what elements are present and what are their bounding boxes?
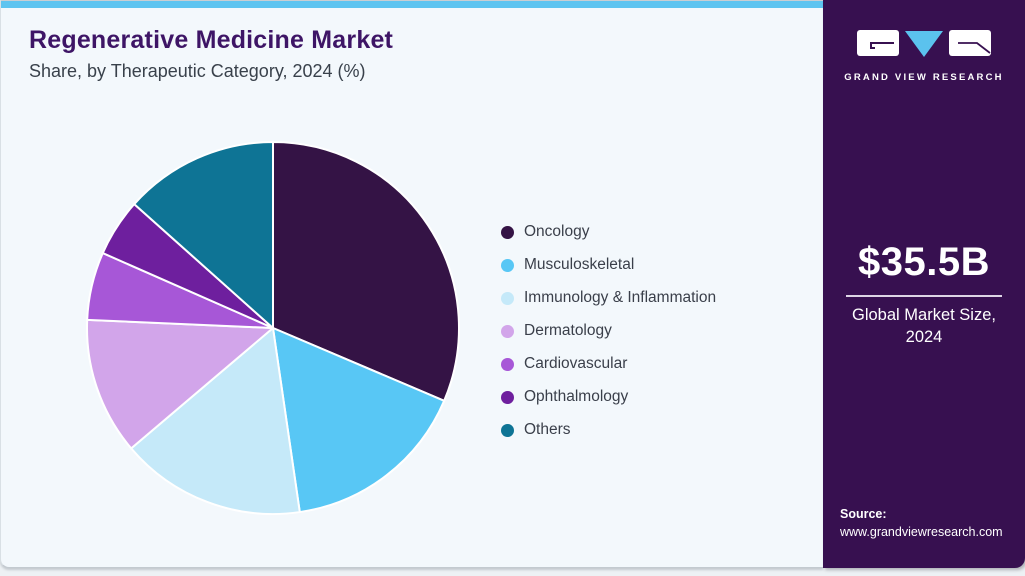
legend-dot-icon (501, 423, 514, 437)
infographic-card: Regenerative Medicine Market Share, by T… (0, 0, 824, 568)
logo-r-icon (949, 30, 991, 61)
market-size-caption: Global Market Size, 2024 (852, 306, 996, 346)
page-subtitle: Share, by Therapeutic Category, 2024 (%) (29, 61, 366, 81)
legend-label: Oncology (524, 223, 590, 240)
legend-item-oncology: Oncology (501, 221, 716, 243)
legend-label: Ophthalmology (524, 388, 629, 405)
legend-item-dermatology: Dermatology (501, 320, 716, 342)
legend-dot-icon (501, 225, 514, 239)
pie-slice-others (133, 141, 274, 329)
market-size-block: $35.5B Global Market Size, 2024 (823, 240, 1025, 349)
legend-dot-icon (501, 291, 514, 305)
legend-label: Cardiovascular (524, 355, 628, 372)
logo-v-triangle-icon (904, 30, 944, 63)
page-title: Regenerative Medicine Market (29, 26, 394, 54)
logo-icon-row (823, 30, 1025, 63)
header: Regenerative Medicine Market Share, by T… (29, 26, 393, 82)
pie-slice-immunology-inflammation (130, 327, 301, 515)
top-accent-bar (1, 0, 824, 8)
divider (846, 295, 1002, 297)
legend-label: Others (524, 421, 571, 438)
legend-item-cardiovascular: Cardiovascular (501, 353, 716, 375)
market-size-value: $35.5B (858, 240, 990, 284)
legend-label: Musculoskeletal (524, 256, 635, 273)
brand-sidebar: GRAND VIEW RESEARCH $35.5B Global Market… (823, 0, 1025, 568)
source-url: www.grandviewresearch.com (840, 525, 1003, 540)
logo-g-icon (857, 30, 899, 61)
pie-chart-svg (86, 141, 460, 515)
pie-slice-oncology (272, 141, 460, 402)
legend-dot-icon (501, 258, 514, 272)
pie-slice-dermatology (86, 318, 274, 450)
pie-slice-musculoskeletal (272, 327, 446, 514)
legend-item-immunology-inflammation: Immunology & Inflammation (501, 287, 716, 309)
legend-label: Immunology & Inflammation (524, 289, 717, 306)
legend-item-ophthalmology: Ophthalmology (501, 386, 716, 408)
legend-dot-icon (501, 390, 514, 404)
legend-dot-icon (501, 357, 514, 371)
brand-name: GRAND VIEW RESEARCH (844, 72, 1004, 83)
source-label: Source: (840, 506, 887, 521)
legend-item-others: Others (501, 419, 716, 441)
brand-logo: GRAND VIEW RESEARCH (823, 0, 1025, 83)
pie-chart (83, 138, 463, 518)
legend-item-musculoskeletal: Musculoskeletal (501, 254, 716, 276)
legend-label: Dermatology (524, 322, 612, 339)
legend-dot-icon (501, 324, 514, 338)
source-block: Source: www.grandviewresearch.com (840, 505, 1003, 543)
chart-legend: Oncology Musculoskeletal Immunology & Infl… (501, 221, 716, 452)
